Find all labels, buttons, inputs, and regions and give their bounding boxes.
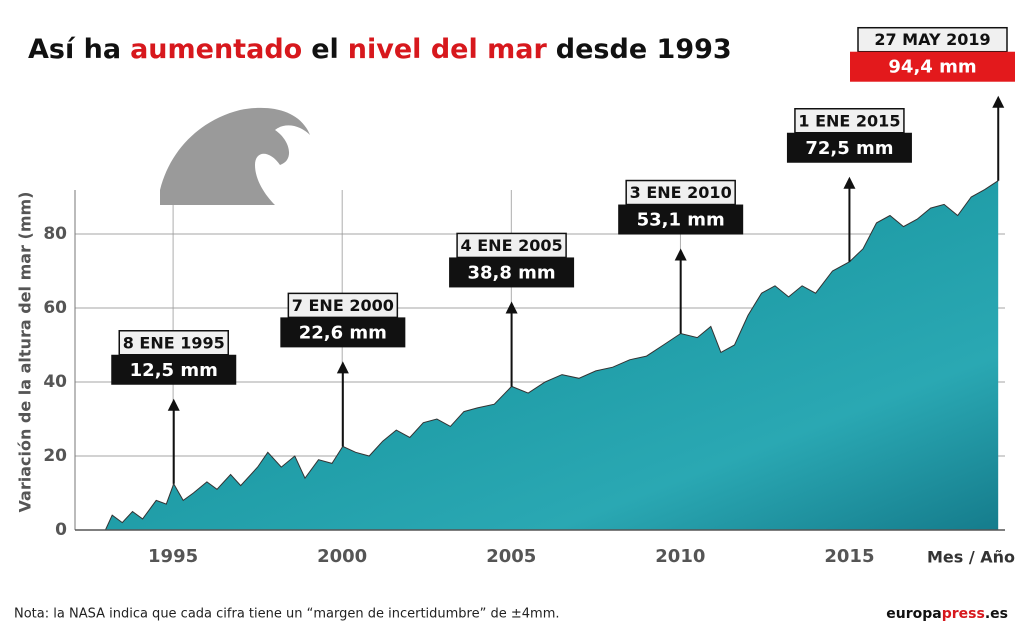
callout-value-box <box>449 257 575 288</box>
callout-value-box <box>786 132 912 163</box>
callout-value: 22,6 mm <box>299 322 387 343</box>
x-tick-label: 2005 <box>486 546 536 567</box>
source-part: europa <box>886 606 941 622</box>
callout-value-box <box>618 204 744 235</box>
source-part: press <box>942 606 985 622</box>
chart-title: Así ha aumentado el nivel del mar desde 1993 <box>28 34 732 65</box>
callout-date-box <box>118 330 229 356</box>
x-tick-label: 2010 <box>655 546 705 567</box>
arrow-head <box>505 301 518 314</box>
title-part: desde 1993 <box>556 34 732 65</box>
callout-date-box <box>287 292 399 319</box>
y-tick-label: 40 <box>43 372 67 392</box>
callout-date: 27 MAY 2019 <box>874 30 990 49</box>
arrow-head <box>674 248 687 261</box>
title-part: el <box>311 34 339 65</box>
source-part: .es <box>985 606 1008 622</box>
x-axis-label: Mes / Año <box>927 548 1015 567</box>
callout-value: 53,1 mm <box>637 210 725 231</box>
note: Nota: la NASA indica que cada cifra tien… <box>14 607 560 622</box>
callout-value-box <box>280 317 406 348</box>
callout-value-box <box>111 354 237 385</box>
callout-date: 7 ENE 2000 <box>292 296 394 315</box>
arrow-head <box>167 398 180 411</box>
area <box>105 180 999 530</box>
y-tick-label: 60 <box>43 298 67 318</box>
callout-value-box <box>850 51 1015 82</box>
arrow-head <box>336 361 349 374</box>
source: europapress.es <box>886 606 1008 622</box>
callout-value: 38,8 mm <box>467 262 555 283</box>
callout-value: 12,5 mm <box>130 360 218 381</box>
wave-icon <box>160 107 310 205</box>
y-axis-label: Variación de la altura del mar (mm) <box>16 192 35 513</box>
callout-date: 4 ENE 2005 <box>461 236 563 255</box>
x-tick-label: 2015 <box>824 546 874 567</box>
callout-date-box <box>625 179 736 206</box>
callout-date: 3 ENE 2010 <box>630 183 732 202</box>
callout-value: 94,4 mm <box>888 57 976 78</box>
callout-date: 8 ENE 1995 <box>123 333 225 352</box>
callout-date-box <box>456 232 567 259</box>
y-tick-label: 0 <box>55 520 67 540</box>
y-tick-label: 80 <box>43 224 67 244</box>
x-tick-label: 2000 <box>317 546 367 567</box>
callout-date-box <box>857 26 1008 53</box>
callout-date: 1 ENE 2015 <box>798 111 900 130</box>
arrow-head <box>992 95 1005 108</box>
title-part: nivel del mar <box>348 34 548 65</box>
y-tick-label: 20 <box>43 446 67 466</box>
title-part: Así ha <box>28 34 121 65</box>
callout-value: 72,5 mm <box>805 138 893 159</box>
x-tick-label: 1995 <box>148 546 198 567</box>
title-part: aumentado <box>130 34 302 65</box>
arrow-head <box>843 176 856 189</box>
